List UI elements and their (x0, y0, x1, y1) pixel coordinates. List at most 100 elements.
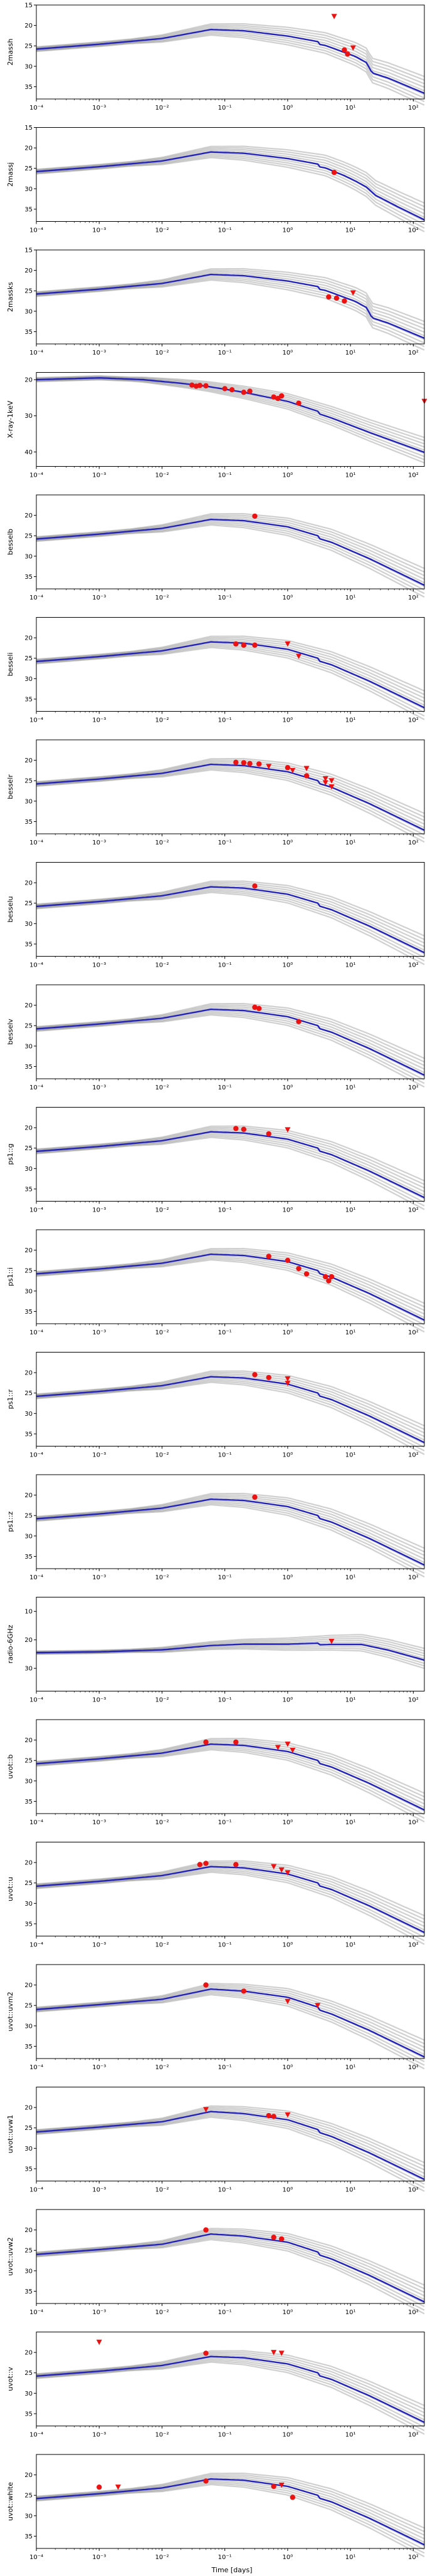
y-axis-label: ps1::z (6, 1511, 14, 1532)
x-tick-label: 10² (408, 962, 419, 969)
y-axis-label: uvot::uvw2 (6, 2237, 14, 2275)
x-axis-label: Time [days] (211, 2566, 253, 2574)
observation-point (342, 298, 347, 304)
model-band-curve (36, 887, 425, 955)
observation-point (256, 1005, 262, 1012)
model-band-curve (36, 1647, 425, 1667)
model-band-curve (36, 31, 425, 99)
plot-frame (36, 862, 425, 957)
model-band-curve (36, 26, 425, 85)
x-tick-label: 10¹ (345, 2309, 356, 2316)
y-tick-label: 25 (24, 43, 33, 50)
model-band-curve (36, 1867, 425, 1935)
model-band-curve (36, 890, 425, 962)
y-axis-label: 2massks (6, 282, 14, 312)
y-tick-label: 35 (24, 574, 33, 581)
model-band-curve (36, 880, 425, 937)
x-tick-label: 10¹ (345, 2554, 356, 2561)
x-tick-label: 10⁻² (155, 1207, 169, 1214)
x-tick-label: 10⁻³ (92, 1819, 106, 1826)
model-band-curve (36, 1126, 425, 1185)
observation-point (247, 388, 253, 394)
y-tick-label: 20 (24, 880, 33, 887)
upper-limit-marker (266, 764, 272, 769)
observation-point (271, 394, 276, 400)
plot-frame (36, 617, 425, 712)
x-tick-label: 10¹ (345, 1819, 356, 1826)
x-tick-label: 10⁻³ (92, 2064, 106, 2071)
model-band-curve (36, 1737, 425, 1794)
x-tick-label: 10⁻⁴ (29, 1819, 43, 1826)
model-band-curve (36, 1128, 425, 1189)
upper-limit-marker (296, 653, 302, 659)
y-tick-label: 15 (24, 3, 33, 9)
observation-point (203, 1739, 209, 1745)
x-tick-label: 10⁻⁴ (29, 962, 43, 969)
model-band-curve (36, 522, 425, 595)
model-line (36, 1253, 425, 1321)
x-tick-label: 10⁻⁴ (29, 839, 43, 846)
panel-5: 20 25 30 35 besseli 10⁻⁴ 10⁻³ 10⁻² 10⁻¹ 10⁰ 10¹ 10² (6, 617, 425, 724)
model-band-curve (36, 1739, 425, 1798)
y-axis-label: radio-6GHz (6, 1624, 14, 1663)
x-tick-label: 10² (408, 1942, 419, 1949)
observation-point (345, 51, 350, 57)
x-tick-label: 10⁻² (155, 595, 169, 601)
model-band-curve (36, 767, 425, 839)
plot-frame (36, 2209, 425, 2304)
observation-point (233, 641, 239, 647)
y-tick-label: 25 (24, 1880, 33, 1887)
model-band-curve (36, 1249, 425, 1308)
model-band-curve (36, 1992, 425, 2066)
model-band-curve (36, 2112, 425, 2181)
observation-point (342, 47, 347, 53)
observation-point (278, 2236, 285, 2242)
model-line (36, 2233, 425, 2303)
x-tick-label: 10⁰ (283, 472, 293, 479)
upper-limit-marker (328, 784, 335, 790)
x-tick-label: 10⁻² (155, 1819, 169, 1826)
model-band-curve (36, 2353, 425, 2414)
model-band-curve (36, 1136, 425, 1210)
model-band-curve (36, 2238, 425, 2315)
observation-point (323, 1274, 328, 1280)
model-band-curve (36, 2480, 425, 2547)
model-band-curve (36, 635, 425, 692)
y-axis-label: X-ray-1keV (6, 400, 14, 438)
x-tick-label: 10⁻⁴ (29, 595, 43, 601)
plot-frame (36, 984, 425, 1079)
plot-frame (36, 372, 425, 467)
x-tick-label: 10¹ (345, 472, 356, 479)
observation-point (241, 390, 247, 395)
observation-point (285, 1257, 291, 1264)
y-tick-label: 25 (24, 1023, 33, 1030)
y-tick-label: 35 (24, 2044, 33, 2050)
observation-point (290, 2495, 296, 2500)
observation-point (271, 2235, 276, 2240)
observation-point (296, 400, 302, 406)
x-tick-label: 10¹ (345, 1697, 356, 1704)
plot-frame (36, 1597, 425, 1691)
model-band-curve (36, 1990, 425, 2059)
y-axis-label: besselv (6, 1019, 14, 1045)
observation-point (333, 295, 340, 301)
model-band-curve (36, 1983, 425, 2041)
observation-point (241, 1126, 247, 1132)
y-tick-label: 25 (24, 2248, 33, 2255)
model-band-curve (36, 150, 425, 215)
y-axis-label: uvot::white (6, 2482, 14, 2521)
model-band-curve (36, 1638, 425, 1654)
x-tick-label: 10² (408, 1084, 419, 1091)
y-tick-label: 20 (24, 1370, 33, 1377)
y-tick-label: 35 (24, 941, 33, 948)
x-tick-label: 10⁻⁴ (29, 1207, 43, 1214)
x-tick-label: 10² (408, 2309, 419, 2316)
x-tick-label: 10⁻³ (92, 2432, 106, 2439)
y-tick-label: 30 (24, 1288, 33, 1295)
model-band-curve (36, 148, 425, 211)
upper-limit-marker (303, 766, 310, 772)
